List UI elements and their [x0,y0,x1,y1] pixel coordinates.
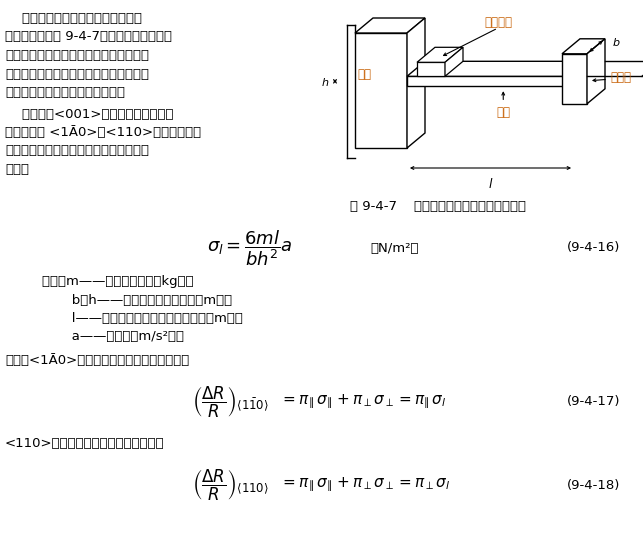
Polygon shape [355,33,407,148]
Text: <110>晶向的两个电阻阻值的变化率为: <110>晶向的两个电阻阻值的变化率为 [5,437,165,450]
Text: 个电阻，由材料力学知悬臂梁根部所受的: 个电阻，由材料力学知悬臂梁根部所受的 [5,145,149,158]
Text: 基座: 基座 [357,68,371,81]
Text: 式中：m——质量块的质量（kg）；: 式中：m——质量块的质量（kg）； [25,275,194,288]
Text: l: l [489,178,493,191]
Text: 如果采用<001>晶向作为悬壁的单晶: 如果采用<001>晶向作为悬壁的单晶 [5,108,174,121]
Text: $= \pi_{\!\parallel}\sigma_{\!\parallel} + \pi_\perp\sigma_\perp = \pi_\perp\sig: $= \pi_{\!\parallel}\sigma_{\!\parallel}… [280,476,450,494]
Text: 个电阻，当悬臂梁自由端的质量块受有加: 个电阻，当悬臂梁自由端的质量块受有加 [5,49,149,62]
Text: 硅梁: 硅梁 [496,106,511,120]
Polygon shape [587,39,605,104]
Polygon shape [417,62,445,76]
Text: 应力为: 应力为 [5,163,29,176]
Text: 硅衬底，沿 <1Ā0>与<110>晶向各扩散两: 硅衬底，沿 <1Ā0>与<110>晶向各扩散两 [5,126,201,139]
Text: 质量块: 质量块 [610,71,631,84]
Text: l——质量块中心至悬臂根部的距离（m）；: l——质量块中心至悬臂根部的距离（m）； [25,312,243,325]
Polygon shape [407,18,425,148]
Text: 图 9-4-7    压阻式加速度传感器结构示意图: 图 9-4-7 压阻式加速度传感器结构示意图 [350,200,526,213]
Text: b、h——悬壁梁的宽度与厚度（m）；: b、h——悬壁梁的宽度与厚度（m）； [25,294,232,307]
Text: a——加速度（m/s²）。: a——加速度（m/s²）。 [25,331,184,344]
Polygon shape [407,76,582,86]
Text: （N/m²）: （N/m²） [370,242,419,255]
Polygon shape [355,18,425,33]
Text: b: b [613,38,620,48]
Polygon shape [417,47,463,62]
Polygon shape [407,61,600,76]
Text: $\left(\dfrac{\Delta R}{R}\right)_{\langle 110\rangle}$: $\left(\dfrac{\Delta R}{R}\right)_{\lang… [192,467,268,503]
Polygon shape [445,47,463,76]
Text: (9-4-17): (9-4-17) [566,396,620,408]
Text: 扩散电阻: 扩散电阻 [484,16,512,29]
Text: h: h [322,78,329,88]
Text: (9-4-18): (9-4-18) [566,479,620,492]
Text: $\sigma_l = \dfrac{6ml}{bh^2}a$: $\sigma_l = \dfrac{6ml}{bh^2}a$ [207,228,293,268]
Text: $= \pi_{\!\parallel}\sigma_{\!\parallel} + \pi_\perp\sigma_\perp = \pi_{\!\paral: $= \pi_{\!\parallel}\sigma_{\!\parallel}… [280,393,446,411]
Text: 速度作用时，悬壁梁受到弯矩作用，产生: 速度作用时，悬壁梁受到弯矩作用，产生 [5,68,149,80]
Polygon shape [562,54,587,104]
Text: 作悬臂梁，如图 9-4-7，在其根部扩散出四: 作悬臂梁，如图 9-4-7，在其根部扩散出四 [5,31,172,43]
Text: 另外，<1Ā0>晶向的两个电阻阻值的变化率为: 另外，<1Ā0>晶向的两个电阻阻值的变化率为 [5,354,189,367]
Text: 应力，使四个电阻阻值发生变化。: 应力，使四个电阻阻值发生变化。 [5,86,125,99]
Text: (9-4-16): (9-4-16) [566,242,620,255]
Text: $\left(\dfrac{\Delta R}{R}\right)_{\langle 1\bar{1}0\rangle}$: $\left(\dfrac{\Delta R}{R}\right)_{\lang… [192,384,268,420]
Polygon shape [562,39,605,54]
Text: 压阻式加速度传感器是利用单晶硅: 压阻式加速度传感器是利用单晶硅 [5,12,142,25]
